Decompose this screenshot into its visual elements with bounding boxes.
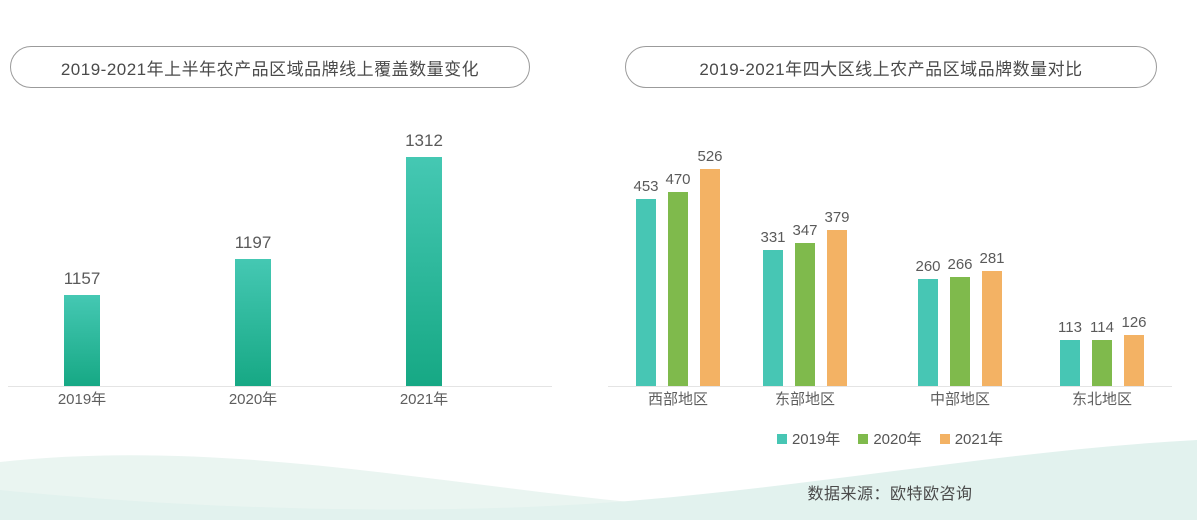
bar-value-label: 266 — [947, 256, 973, 273]
bar — [1124, 335, 1144, 387]
x-axis-category-label: 中部地区 — [929, 391, 990, 408]
data-source-note: 数据来源：欧特欧咨询 — [807, 486, 973, 503]
bar — [918, 279, 938, 387]
bar — [700, 169, 720, 387]
bar-group: 331 347 379 东部地区 — [760, 110, 849, 408]
right-chart-title: 2019-2021年四大区线上农产品区域品牌数量对比 — [625, 46, 1157, 88]
bar — [406, 157, 442, 387]
bar-group: 260 266 281 中部地区 — [915, 110, 1004, 408]
legend-swatch-icon — [939, 433, 950, 444]
x-axis-category-label: 2019年 — [57, 391, 107, 408]
bar-value-label: 1197 — [234, 233, 272, 252]
bar-group: 453 470 526 西部地区 — [633, 110, 722, 408]
bar — [1092, 340, 1112, 387]
legend-label: 2021年 — [954, 431, 1004, 448]
right-plot-area: 453 470 526 西部地区 331 347 379 东部地区 260 266 281 中部地区 1… — [600, 110, 1180, 408]
x-axis-category-label: 东北地区 — [1071, 391, 1132, 408]
x-axis-category-label: 2020年 — [228, 391, 278, 408]
bar-value-label: 470 — [665, 171, 691, 188]
left-bar-chart: 1157 2019年 1197 2020年 1312 2021年 — [0, 110, 560, 410]
bar-value-label: 526 — [697, 148, 723, 165]
bar-group: 113 114 126 东北地区 — [1058, 110, 1146, 408]
bar — [827, 230, 847, 387]
x-axis-category-label: 东部地区 — [774, 391, 835, 408]
bar — [982, 271, 1002, 387]
bar — [636, 199, 656, 387]
legend-item[interactable]: 2021年 — [939, 428, 1004, 449]
legend-item[interactable]: 2020年 — [858, 428, 922, 449]
bar-value-label: 126 — [1121, 314, 1147, 331]
bar — [64, 295, 100, 387]
x-axis-category-label: 西部地区 — [647, 391, 708, 408]
bar — [795, 243, 815, 387]
bar-value-label: 281 — [979, 250, 1005, 267]
bar-value-label: 113 — [1058, 319, 1082, 336]
x-axis-category-label: 2021年 — [399, 391, 449, 408]
left-plot-area: 1157 2019年 1197 2020年 1312 2021年 — [0, 110, 560, 408]
legend-label: 2020年 — [873, 431, 922, 448]
bar-value-label: 1157 — [63, 269, 101, 288]
bar-value-label: 453 — [633, 178, 659, 195]
bar — [950, 277, 970, 387]
bar — [235, 259, 271, 387]
chart-legend: 2019年 2020年 2021年 — [600, 428, 1180, 449]
left-chart-title: 2019-2021年上半年农产品区域品牌线上覆盖数量变化 — [10, 46, 530, 88]
bar-value-label: 114 — [1090, 319, 1114, 336]
right-axis-line — [608, 386, 1172, 387]
bar — [668, 192, 688, 387]
legend-swatch-icon — [776, 433, 787, 444]
bar-value-label: 331 — [760, 229, 786, 246]
legend-label: 2019年 — [791, 431, 841, 448]
bar-value-label: 1312 — [405, 131, 443, 150]
legend-swatch-icon — [858, 433, 869, 444]
bar — [1060, 340, 1080, 387]
left-axis-line — [8, 386, 552, 387]
bar-value-label: 260 — [915, 258, 941, 275]
legend-item[interactable]: 2019年 — [776, 428, 841, 449]
bar — [763, 250, 783, 387]
bar-value-label: 347 — [792, 222, 818, 239]
bar-value-label: 379 — [824, 209, 850, 226]
right-grouped-bar-chart: 453 470 526 西部地区 331 347 379 东部地区 260 266 281 中部地区 1… — [600, 110, 1180, 410]
